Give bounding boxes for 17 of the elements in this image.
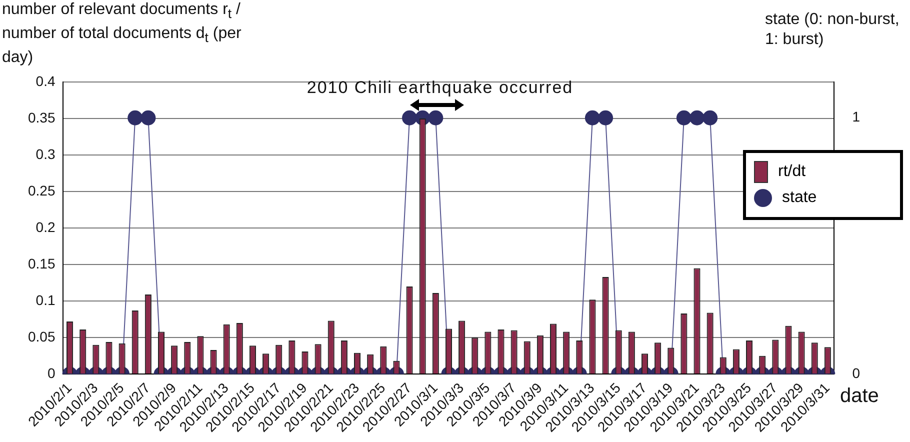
y-tick-label: 0.1 xyxy=(36,292,56,308)
y2-tick-label: 1 xyxy=(852,108,860,125)
y-tick-label: 0.25 xyxy=(28,182,56,198)
legend-label: state xyxy=(782,189,817,207)
annotation: 2010 Chili earthquake occurred xyxy=(306,78,574,98)
y-tick-label: 0.3 xyxy=(36,146,56,162)
x-axis-title: date xyxy=(840,385,879,407)
text: number of relevant documents r$_{t}$ / number of total documents d$_{t}$ (per day) xyxy=(2,1,242,66)
y-tick-label: 0.15 xyxy=(28,255,56,272)
y-tick-label: 0 xyxy=(47,364,56,381)
y2-axis-title: state (0: non-burst, 1: burst) xyxy=(765,10,900,50)
y-tick-label: 0.05 xyxy=(28,328,56,344)
y2-tick-label: 0 xyxy=(852,364,860,381)
y-tick-label: 0.4 xyxy=(36,72,56,89)
y-tick-label: 0.35 xyxy=(28,109,56,126)
y-tick-label: 0.2 xyxy=(36,218,56,235)
legend-label: rt/dt xyxy=(778,163,806,181)
